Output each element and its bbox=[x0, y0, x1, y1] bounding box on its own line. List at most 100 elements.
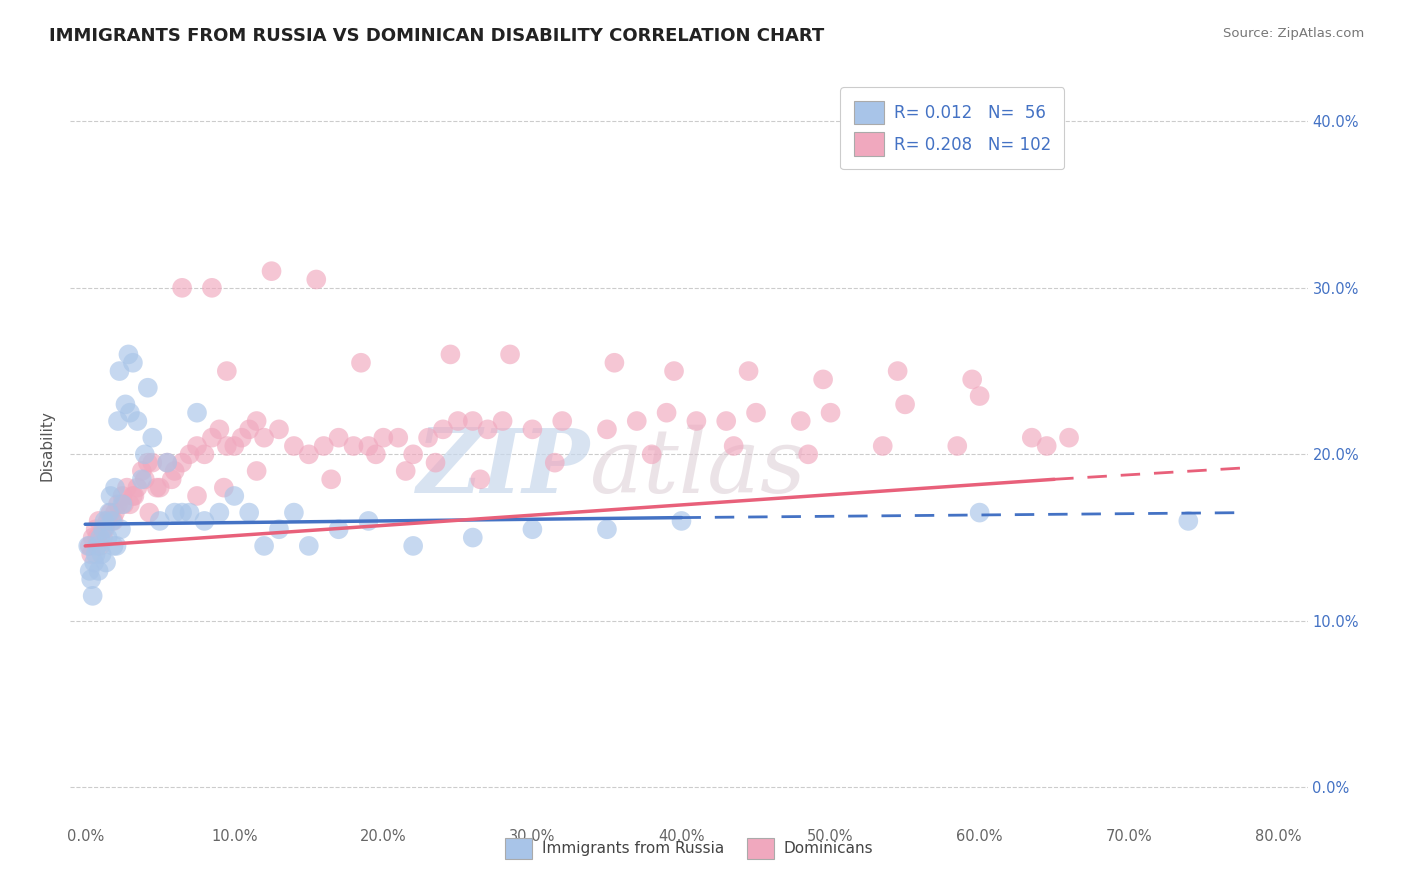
Point bbox=[432, 422, 454, 436]
Point bbox=[111, 497, 134, 511]
Point bbox=[208, 422, 231, 436]
Point bbox=[127, 481, 149, 495]
Point bbox=[357, 514, 380, 528]
Point bbox=[89, 539, 111, 553]
Point bbox=[596, 522, 619, 536]
Point bbox=[104, 506, 127, 520]
Point bbox=[136, 456, 159, 470]
Point bbox=[522, 522, 544, 536]
Point bbox=[551, 414, 574, 428]
Point bbox=[141, 431, 163, 445]
Point bbox=[267, 422, 290, 436]
Point bbox=[328, 431, 350, 445]
Point bbox=[122, 356, 145, 370]
Point bbox=[107, 497, 129, 511]
Point bbox=[134, 472, 156, 486]
Point bbox=[461, 531, 484, 545]
Point bbox=[141, 456, 163, 470]
Point bbox=[179, 447, 201, 461]
Point bbox=[84, 522, 107, 536]
Point bbox=[82, 589, 104, 603]
Point bbox=[156, 456, 179, 470]
Point bbox=[820, 406, 842, 420]
Point bbox=[350, 356, 373, 370]
Point bbox=[387, 431, 409, 445]
Point bbox=[425, 456, 447, 470]
Point bbox=[145, 481, 167, 495]
Point bbox=[439, 347, 461, 361]
Point bbox=[402, 447, 425, 461]
Point bbox=[149, 514, 172, 528]
Point bbox=[77, 539, 100, 553]
Point bbox=[90, 547, 112, 561]
Point bbox=[134, 447, 156, 461]
Point bbox=[86, 539, 108, 553]
Point bbox=[894, 397, 917, 411]
Point bbox=[91, 531, 114, 545]
Point bbox=[118, 497, 141, 511]
Point bbox=[260, 264, 283, 278]
Point bbox=[447, 414, 470, 428]
Point bbox=[238, 506, 260, 520]
Point bbox=[402, 539, 425, 553]
Point bbox=[790, 414, 813, 428]
Point bbox=[131, 472, 153, 486]
Point bbox=[1057, 431, 1080, 445]
Point bbox=[716, 414, 738, 428]
Point bbox=[960, 372, 983, 386]
Text: Source: ZipAtlas.com: Source: ZipAtlas.com bbox=[1223, 27, 1364, 40]
Point bbox=[127, 414, 149, 428]
Point bbox=[163, 464, 186, 478]
Point bbox=[461, 414, 484, 428]
Point bbox=[212, 481, 235, 495]
Point bbox=[138, 506, 160, 520]
Point bbox=[342, 439, 364, 453]
Point bbox=[103, 514, 125, 528]
Point bbox=[193, 514, 215, 528]
Point bbox=[100, 489, 122, 503]
Point bbox=[522, 422, 544, 436]
Point bbox=[969, 506, 991, 520]
Point bbox=[246, 414, 269, 428]
Point bbox=[544, 456, 567, 470]
Point bbox=[224, 489, 246, 503]
Point bbox=[215, 364, 238, 378]
Point bbox=[215, 439, 238, 453]
Point bbox=[163, 506, 186, 520]
Point bbox=[1035, 439, 1057, 453]
Point bbox=[373, 431, 395, 445]
Point bbox=[97, 531, 120, 545]
Point bbox=[283, 439, 305, 453]
Point bbox=[328, 522, 350, 536]
Point bbox=[312, 439, 335, 453]
Point bbox=[118, 406, 141, 420]
Point bbox=[111, 489, 134, 503]
Point bbox=[110, 522, 132, 536]
Point bbox=[193, 447, 215, 461]
Point bbox=[596, 422, 619, 436]
Point bbox=[131, 464, 153, 478]
Point bbox=[104, 481, 127, 495]
Point bbox=[80, 572, 103, 586]
Point bbox=[640, 447, 662, 461]
Point bbox=[79, 564, 101, 578]
Point bbox=[105, 539, 128, 553]
Point bbox=[1021, 431, 1043, 445]
Point bbox=[470, 472, 492, 486]
Point bbox=[946, 439, 969, 453]
Point bbox=[491, 414, 513, 428]
Point bbox=[969, 389, 991, 403]
Point bbox=[80, 547, 103, 561]
Point bbox=[112, 497, 135, 511]
Point bbox=[298, 447, 321, 461]
Point bbox=[283, 506, 305, 520]
Point bbox=[685, 414, 707, 428]
Point bbox=[298, 539, 321, 553]
Y-axis label: Disability: Disability bbox=[39, 410, 55, 482]
Point bbox=[100, 506, 122, 520]
Point bbox=[1177, 514, 1199, 528]
Point bbox=[499, 347, 522, 361]
Point bbox=[83, 556, 105, 570]
Point bbox=[82, 531, 104, 545]
Point bbox=[98, 506, 121, 520]
